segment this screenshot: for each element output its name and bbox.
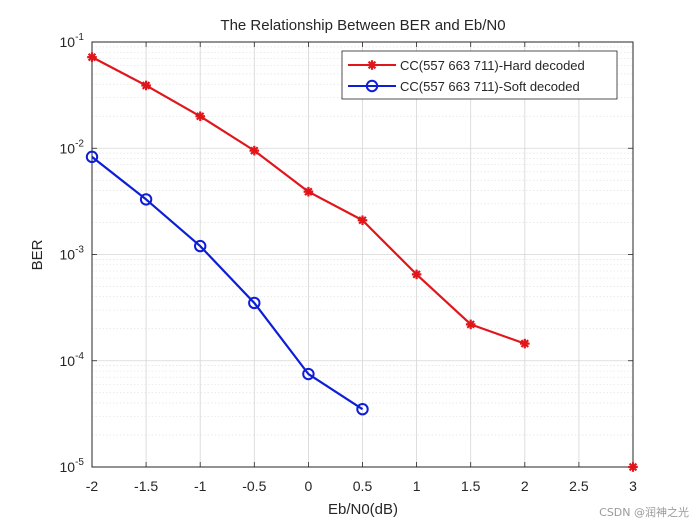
data-point bbox=[195, 111, 205, 122]
axis-ticks bbox=[91, 41, 634, 468]
x-axis-label: Eb/N0(dB) bbox=[328, 501, 398, 518]
x-tick-label: -0.5 bbox=[242, 478, 266, 494]
legend-entry-soft: CC(557 663 711)-Soft decoded bbox=[348, 79, 580, 94]
data-point bbox=[87, 52, 97, 62]
legend-entry-hard: CC(557 663 711)-Hard decoded bbox=[348, 58, 585, 73]
data-point bbox=[249, 145, 260, 156]
x-tick-label: 1 bbox=[413, 478, 421, 494]
y-tick-label: 10-5 bbox=[60, 457, 85, 475]
legend: CC(557 663 711)-Hard decoded CC(557 663 … bbox=[341, 50, 618, 100]
data-point bbox=[139, 193, 153, 206]
y-tick-label: 10-1 bbox=[60, 32, 85, 50]
annotation-marker bbox=[628, 462, 638, 472]
data-point bbox=[141, 80, 151, 91]
data-point bbox=[302, 367, 315, 381]
x-tick-label: 0 bbox=[305, 478, 313, 494]
legend-label-soft: CC(557 663 711)-Soft decoded bbox=[400, 79, 580, 94]
data-point bbox=[303, 186, 314, 197]
data-point bbox=[357, 215, 368, 226]
y-tick-label: 10-3 bbox=[60, 245, 85, 263]
legend-marker-soft bbox=[365, 79, 379, 93]
x-tick-label: -1.5 bbox=[134, 478, 158, 494]
series-line bbox=[91, 155, 364, 411]
watermark: CSDN @润神之光 bbox=[599, 505, 689, 519]
x-tick-label: 0.5 bbox=[353, 478, 373, 494]
legend-marker-hard bbox=[367, 60, 377, 70]
y-axis-label: BER bbox=[29, 239, 46, 270]
data-point bbox=[194, 239, 207, 253]
y-tick-labels: 10-1 10-2 10-3 10-4 10-5 bbox=[60, 32, 85, 475]
x-tick-label: 2 bbox=[521, 478, 529, 494]
x-tick-label: -2 bbox=[86, 478, 99, 494]
x-tick-label: -1 bbox=[194, 478, 207, 494]
chart-title: The Relationship Between BER and Eb/N0 bbox=[220, 17, 505, 34]
series-layer bbox=[85, 52, 530, 416]
x-tick-label: 3 bbox=[629, 478, 637, 494]
data-point bbox=[85, 150, 99, 164]
data-point bbox=[465, 319, 476, 330]
data-point bbox=[356, 402, 369, 416]
legend-marker-symbol bbox=[365, 79, 379, 93]
data-point bbox=[520, 338, 530, 349]
y-tick-label: 10-2 bbox=[60, 138, 85, 156]
data-point bbox=[248, 296, 261, 310]
x-tick-label: 2.5 bbox=[569, 478, 589, 494]
legend-label-hard: CC(557 663 711)-Hard decoded bbox=[400, 58, 585, 73]
y-tick-label: 10-4 bbox=[60, 351, 85, 369]
x-tick-labels: -2 -1.5 -1 -0.5 0 0.5 1 1.5 2 2.5 3 bbox=[86, 478, 637, 494]
x-tick-label: 1.5 bbox=[461, 478, 481, 494]
series-hard bbox=[87, 52, 530, 349]
annotation-layer bbox=[628, 462, 638, 472]
legend-marker-symbol bbox=[367, 60, 377, 70]
legend-box bbox=[341, 50, 618, 100]
series-soft bbox=[85, 150, 369, 416]
data-point bbox=[411, 269, 422, 280]
